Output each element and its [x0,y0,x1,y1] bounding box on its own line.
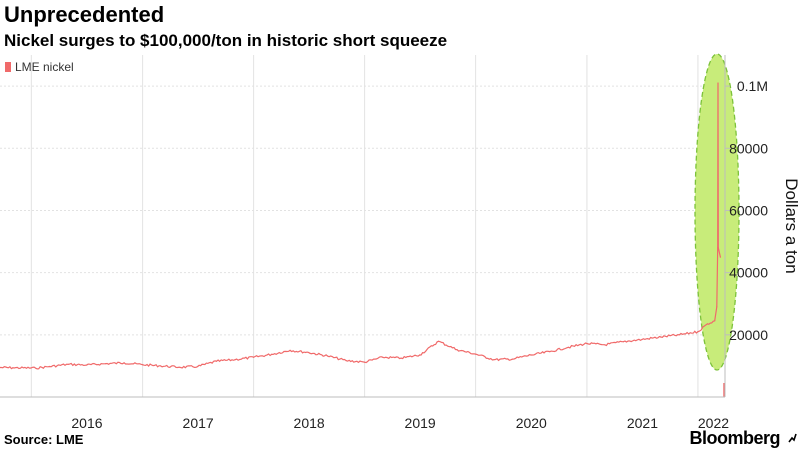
y-tick-label-80000: 80000 [729,140,768,156]
bloomberg-mark-icon [788,432,797,444]
y-axis-label: Dollars a ton [782,178,800,273]
series-line-lme-nickel [0,82,721,370]
data-point-2020-07-01 [530,354,532,356]
data-point-2021-05-01 [622,341,625,343]
data-point-2017-05-01 [178,366,180,368]
chart-title: Unprecedented [4,2,165,27]
series-lme-nickel [0,82,725,397]
data-point-2021-01-01 [586,342,588,345]
data-point-2022-03-16 [719,256,722,258]
data-point-2020-05-01 [511,358,513,360]
data-point-2019-09-01 [437,340,440,342]
data-point-2018-11-01 [345,360,347,362]
highlight-annotation [694,53,740,371]
x-tick-label-2020: 2020 [516,415,547,431]
data-point-2015-09-20 [0,366,1,369]
data-point-2016-09-01 [104,363,107,365]
y-axis-ticks: 20000 40000 60000 80000 0.1M [725,78,768,343]
data-point-2022-01-01 [697,331,699,333]
y-tick-label-60000: 60000 [729,202,768,218]
legend: LME nickel [5,60,74,74]
data-point-2018-01-01 [253,356,255,358]
chart-subtitle: Nickel surges to $100,000/ton in histori… [4,31,448,50]
data-point-2020-11-01 [567,346,570,348]
data-point-2019-07-01 [419,354,421,356]
data-point-2022-02-01 [706,323,709,325]
data-point-2021-07-01 [641,338,643,341]
data-point-2019-05-01 [400,357,402,359]
legend-swatch [5,62,11,72]
y-tick-label-20000: 20000 [729,327,768,343]
x-tick-label-2019: 2019 [405,415,436,431]
data-point-2016-01-15 [35,367,37,369]
data-point-2017-03-01 [160,365,162,367]
data-point-2020-09-01 [549,351,551,353]
data-point-2019-03-01 [382,356,384,358]
data-point-2019-11-01 [456,349,458,351]
data-point-2016-03-01 [49,365,51,368]
data-point-2020-01-01 [475,353,477,355]
y-tick-label-40000: 40000 [729,265,768,281]
highlight-ellipse [694,53,740,371]
data-point-2018-07-01 [308,351,310,354]
y-tick-label-0.1M: 0.1M [737,78,768,94]
x-tick-label-2018: 2018 [294,415,325,431]
bloomberg-logo: Bloomberg [689,428,780,448]
data-point-2015-11-01 [12,367,14,369]
data-point-2017-01-01 [142,364,144,366]
data-point-2022-03-08 [717,82,719,84]
x-axis-ticks: 2016 2017 2018 2019 2020 2021 2022 [71,415,729,431]
x-tick-label-2016: 2016 [71,415,102,431]
data-point-2016-05-01 [67,363,69,365]
data-point-2017-07-01 [197,365,199,368]
data-point-2017-09-01 [215,360,218,362]
data-point-2022-03-04 [716,306,718,308]
horizontal-gridlines [0,85,725,336]
legend-label-lme-nickel: LME nickel [15,60,74,74]
data-point-2021-11-01 [678,334,681,336]
data-point-2017-11-01 [234,359,236,361]
x-tick-label-2022: 2022 [698,415,729,431]
x-tick-label-2021: 2021 [627,415,658,431]
x-tick-label-2017: 2017 [183,415,214,431]
data-point-2021-03-01 [604,344,606,346]
data-point-2018-03-01 [271,353,273,355]
data-point-2016-11-01 [123,362,125,364]
data-point-2021-09-01 [660,336,662,338]
data-point-2019-01-01 [364,361,366,363]
data-point-2018-05-01 [289,349,291,351]
source-note: Source: LME [4,432,84,447]
data-point-2022-02-25 [714,320,716,322]
vertical-gridlines [30,55,699,397]
data-point-2018-09-01 [326,355,329,357]
data-point-2020-03-01 [493,359,495,361]
data-point-2016-07-01 [86,364,88,366]
data-point-2022-03-09 [717,247,719,249]
